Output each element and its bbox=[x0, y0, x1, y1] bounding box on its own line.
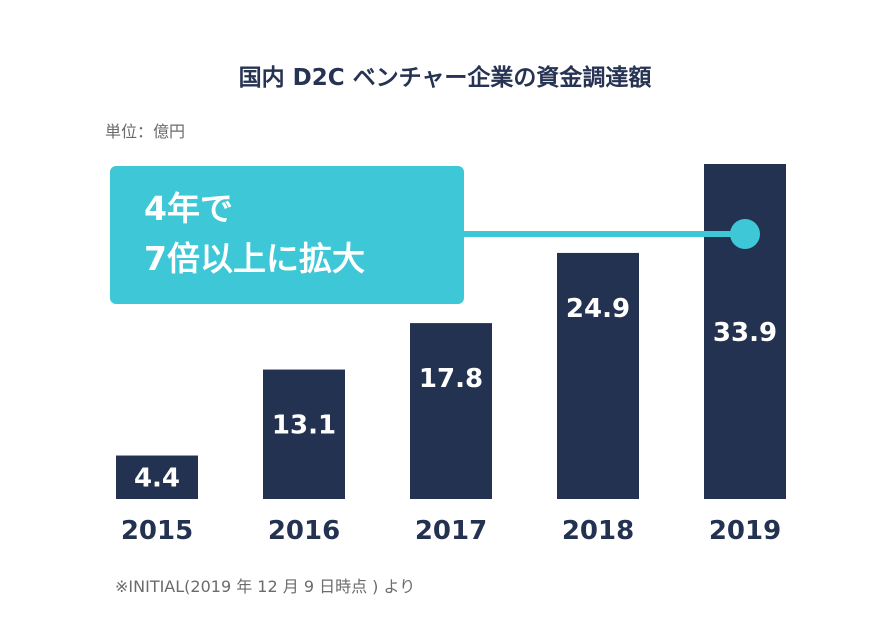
callout-marker-dot bbox=[730, 219, 760, 249]
bar-value-label-2018: 24.9 bbox=[566, 294, 630, 324]
unit-label: 単位：億円 bbox=[105, 122, 186, 141]
bar-2017 bbox=[410, 323, 492, 499]
x-tick-label-2017: 2017 bbox=[415, 516, 487, 546]
chart-title: 国内 D2C ベンチャー企業の資金調達額 bbox=[238, 65, 652, 91]
callout-box: 4年で 7倍以上に拡大 bbox=[110, 166, 464, 304]
bar-value-label-2016: 13.1 bbox=[272, 411, 336, 441]
source-note: ※INITIAL(2019 年 12 月 9 日時点 ) より bbox=[115, 577, 416, 596]
x-tick-label-2015: 2015 bbox=[121, 516, 193, 546]
bar-value-label-2015: 4.4 bbox=[134, 463, 180, 493]
callout-line-2: 7倍以上に拡大 bbox=[144, 239, 365, 278]
bar-2016 bbox=[263, 369, 345, 499]
x-tick-label-2018: 2018 bbox=[562, 516, 634, 546]
callout-line-1: 4年で bbox=[144, 189, 233, 228]
bar-value-label-2017: 17.8 bbox=[419, 364, 483, 394]
bar-2018 bbox=[557, 252, 639, 499]
bar-2015 bbox=[116, 455, 198, 499]
bar-value-label-2019: 33.9 bbox=[713, 318, 777, 348]
x-tick-label-2016: 2016 bbox=[268, 516, 340, 546]
x-tick-label-2019: 2019 bbox=[709, 516, 781, 546]
